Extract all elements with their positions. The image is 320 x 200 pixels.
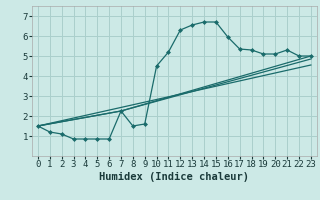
X-axis label: Humidex (Indice chaleur): Humidex (Indice chaleur) xyxy=(100,172,249,182)
